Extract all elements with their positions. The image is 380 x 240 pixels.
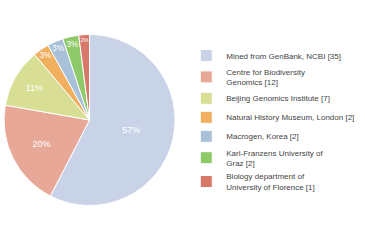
- svg-text:Centre for BiodiversityGenomic: Centre for BiodiversityGenomics [12]: [226, 68, 305, 87]
- svg-text:3%: 3%: [66, 40, 78, 49]
- svg-text:Mined from GenBank, NCBI [35]: Mined from GenBank, NCBI [35]: [226, 52, 341, 61]
- svg-text:11%: 11%: [26, 83, 43, 93]
- svg-text:Macrogen, Korea [2]: Macrogen, Korea [2]: [226, 132, 298, 141]
- svg-text:Karl-Franzens University ofGra: Karl-Franzens University ofGraz [2]: [226, 149, 323, 168]
- svg-text:Natural History Museum, London: Natural History Museum, London [2]: [226, 113, 354, 122]
- svg-text:Beijing Genomics Institute [7]: Beijing Genomics Institute [7]: [226, 94, 330, 103]
- svg-text:3%: 3%: [52, 44, 64, 53]
- svg-text:2%: 2%: [80, 37, 88, 43]
- svg-text:3%: 3%: [39, 51, 51, 60]
- svg-text:57%: 57%: [122, 125, 140, 135]
- svg-text:Biology department ofUniversit: Biology department ofUniversity of Flore…: [226, 172, 314, 191]
- svg-text:20%: 20%: [32, 139, 50, 149]
